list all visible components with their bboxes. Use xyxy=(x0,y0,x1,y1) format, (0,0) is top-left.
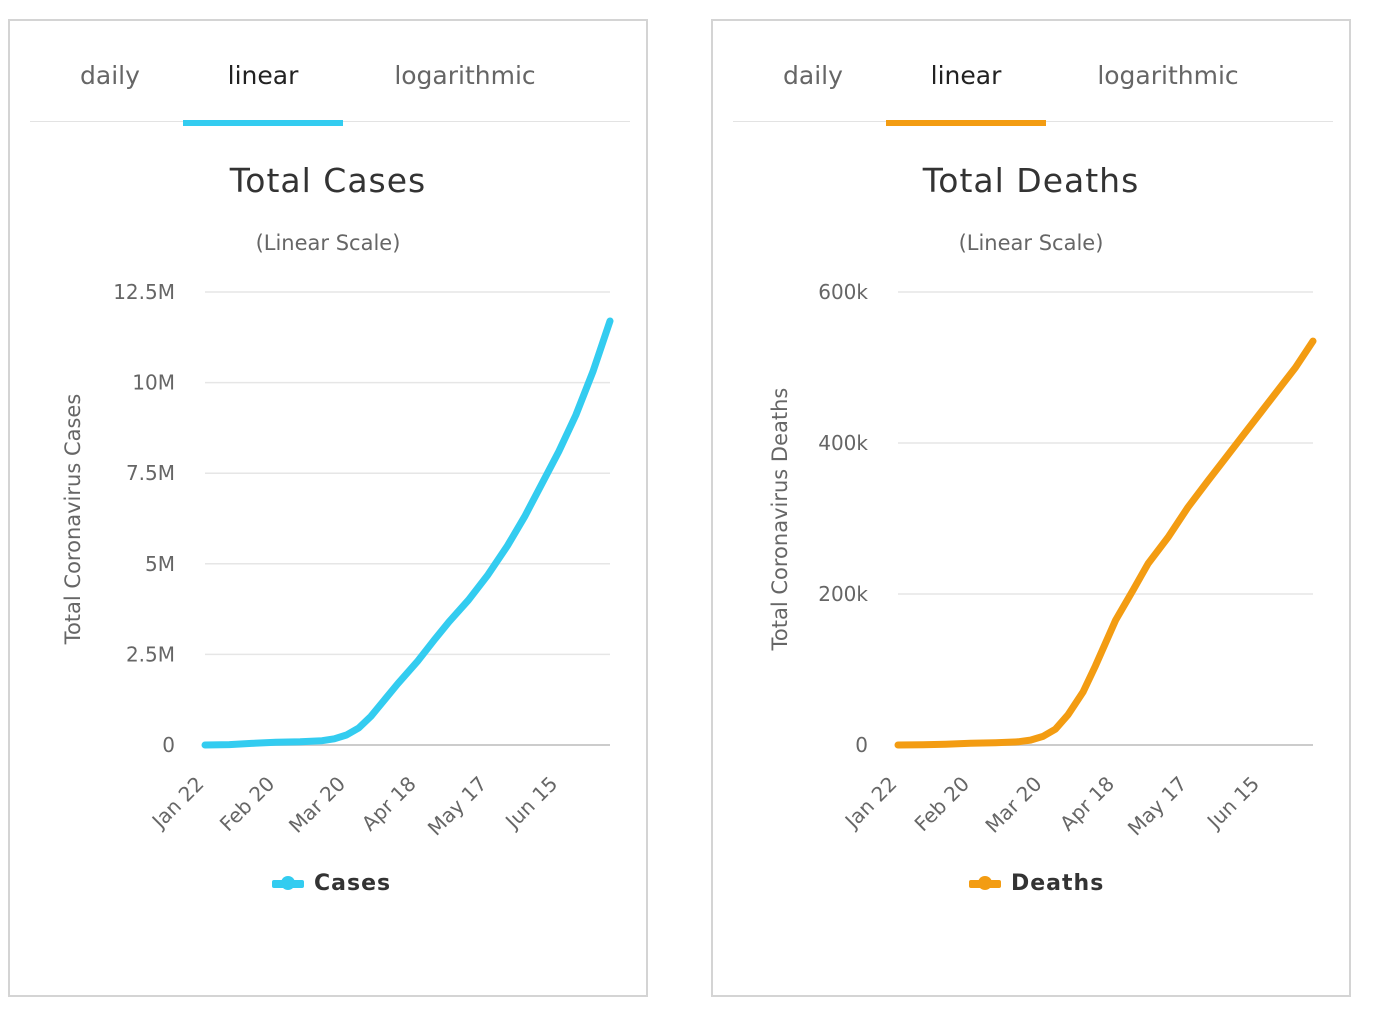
legend-label: Deaths xyxy=(1011,871,1105,896)
x-tick-label: May 17 xyxy=(1123,772,1192,841)
y-axis-label: Total Coronavirus Deaths xyxy=(768,388,792,652)
active-tab-indicator xyxy=(183,120,343,126)
chart-title: Total Cases xyxy=(229,161,427,200)
chart-title: Total Deaths xyxy=(922,161,1140,200)
x-tick-label: Mar 20 xyxy=(284,772,350,838)
legend-item-cases[interactable]: Cases xyxy=(272,871,391,896)
legend-swatch-icon xyxy=(272,875,304,890)
chart-legend: Deaths xyxy=(713,871,1349,901)
tab-daily[interactable]: daily xyxy=(753,61,873,121)
chart-tabs: daily linear logarithmic xyxy=(30,21,630,126)
chart-subtitle: (Linear Scale) xyxy=(958,231,1104,255)
chart-subtitle: (Linear Scale) xyxy=(255,231,401,255)
chart-legend: Cases xyxy=(10,871,646,901)
chart-tabs: daily linear logarithmic xyxy=(733,21,1333,126)
y-tick-label: 200k xyxy=(818,582,868,606)
tab-label: logarithmic xyxy=(394,61,536,90)
x-tick-label: Apr 18 xyxy=(357,772,421,836)
tab-label: logarithmic xyxy=(1097,61,1239,90)
x-tick-label: Apr 18 xyxy=(1055,772,1119,836)
total-deaths-panel: daily linear logarithmic Total Deaths (Linea… xyxy=(711,19,1351,997)
tab-label: linear xyxy=(227,61,299,90)
tab-label: daily xyxy=(80,61,140,90)
x-tick-label: Jun 15 xyxy=(1201,772,1264,835)
x-tick-label: Feb 20 xyxy=(910,772,975,837)
tab-linear[interactable]: linear xyxy=(886,61,1046,126)
tab-daily[interactable]: daily xyxy=(50,61,170,121)
x-tick-label: May 17 xyxy=(423,772,492,841)
tab-logarithmic[interactable]: logarithmic xyxy=(365,61,565,121)
legend-item-deaths[interactable]: Deaths xyxy=(969,871,1104,896)
tab-label: daily xyxy=(783,61,843,90)
y-tick-label: 600k xyxy=(818,280,868,304)
y-tick-label: 0 xyxy=(855,733,868,757)
legend-swatch-icon xyxy=(969,875,1001,890)
y-tick-label: 0 xyxy=(162,733,175,757)
tab-logarithmic[interactable]: logarithmic xyxy=(1068,61,1268,121)
legend-label: Cases xyxy=(314,871,392,896)
y-tick-label: 10M xyxy=(132,371,175,395)
total-cases-panel: daily linear logarithmic Total Cases (Linear… xyxy=(8,19,648,997)
tab-linear[interactable]: linear xyxy=(183,61,343,126)
y-tick-label: 12.5M xyxy=(113,280,175,304)
series-line-cases[interactable] xyxy=(201,317,614,749)
y-tick-label: 5M xyxy=(145,552,175,576)
active-tab-indicator xyxy=(886,120,1046,126)
y-tick-label: 400k xyxy=(818,431,868,455)
y-tick-label: 7.5M xyxy=(126,461,175,485)
y-axis-label: Total Coronavirus Cases xyxy=(61,394,85,646)
line-chart: 0 200k 400k 600k Jan 22 Feb 20 Mar 20 Apr 18 May… xyxy=(768,280,1317,841)
tab-label: linear xyxy=(930,61,1002,90)
x-tick-label: Jan 22 xyxy=(839,772,902,835)
x-tick-label: Feb 20 xyxy=(215,772,280,837)
y-tick-label: 2.5M xyxy=(126,642,175,666)
x-tick-label: Jun 15 xyxy=(499,772,562,835)
line-chart: 0 2.5M 5M 7.5M 10M 12.5M Jan 22 Feb 20 Mar 20 Apr… xyxy=(61,280,614,841)
x-tick-label: Mar 20 xyxy=(980,772,1046,838)
series-line-deaths[interactable] xyxy=(894,337,1317,749)
x-tick-label: Jan 22 xyxy=(146,772,209,835)
